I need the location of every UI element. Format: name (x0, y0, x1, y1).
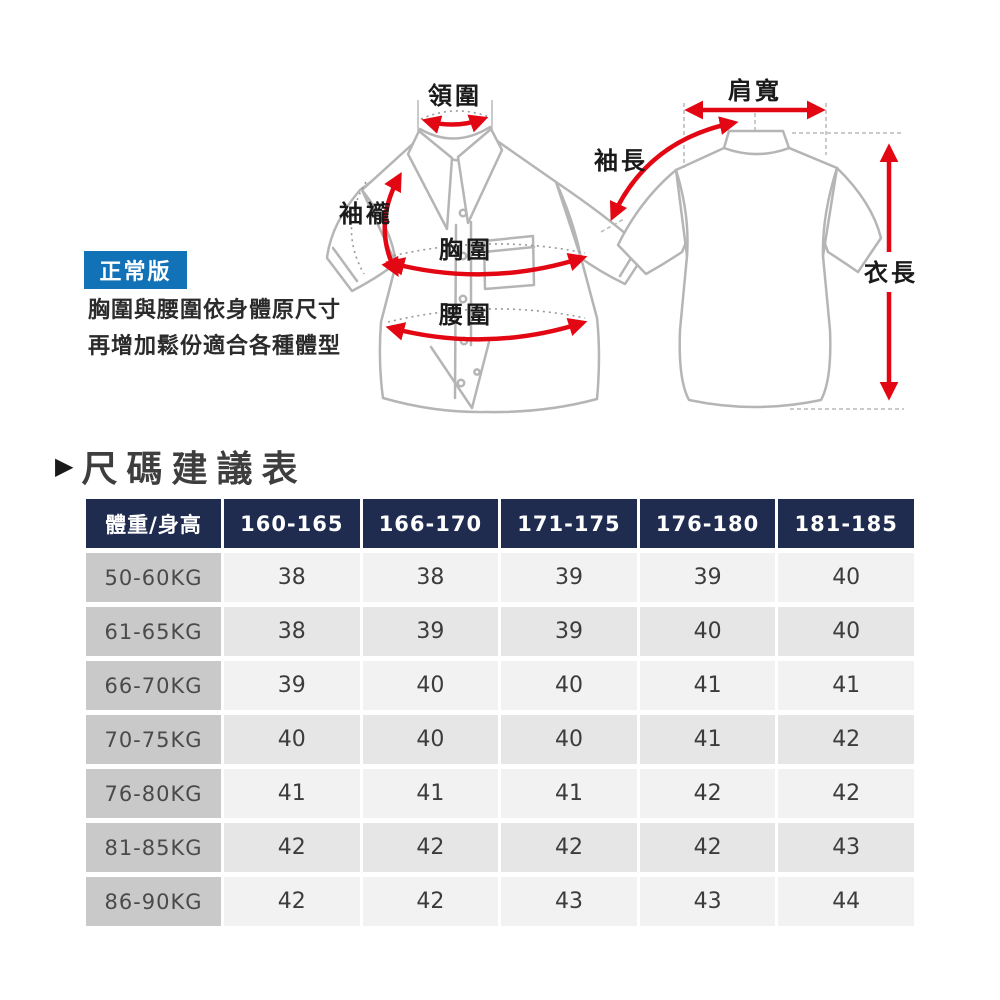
table-header-row: 體重/身高 160-165 166-170 171-175 176-180 18… (86, 499, 914, 548)
armhole-dotted-arc (350, 181, 367, 275)
size-cell: 40 (778, 607, 914, 656)
front-collar-left (406, 129, 454, 231)
header-weight-height: 體重/身高 (86, 499, 221, 548)
row-label: 70-75KG (86, 715, 221, 764)
size-cell: 39 (224, 661, 360, 710)
waist-dotted-arc (387, 308, 586, 323)
size-chart-title: ▶ 尺碼建議表 (55, 440, 306, 492)
guide-lines (417, 100, 904, 410)
table-row: 70-75KG 40 40 40 41 42 (86, 715, 914, 764)
size-cell: 41 (639, 661, 776, 710)
front-hem-flap (429, 340, 491, 410)
size-cell: 40 (639, 607, 776, 656)
collar-label: 領圍 (428, 82, 482, 110)
fit-note-line-1: 胸圍與腰圍依身體原尺寸 (88, 297, 342, 322)
size-cell: 42 (501, 823, 637, 872)
size-cell: 38 (224, 607, 360, 656)
shirt-measurement-diagram: 領圍 肩寬 袖長 袖襱 胸圍 腰圍 衣長 (325, 77, 918, 414)
back-right-armhole-seam (821, 166, 839, 258)
table-row: 81-85KG 42 42 42 42 43 (86, 823, 914, 872)
chest-label: 胸圍 (439, 237, 493, 264)
header-height-range: 176-180 (639, 499, 776, 548)
sleeve-length-arrow (609, 116, 739, 222)
size-cell: 42 (224, 823, 360, 872)
size-cell: 39 (639, 553, 776, 602)
size-cell: 38 (362, 553, 499, 602)
size-cell: 41 (362, 769, 499, 818)
row-label: 50-60KG (86, 553, 221, 602)
armhole-label: 袖襱 (339, 200, 393, 228)
front-pocket-flap-line (482, 245, 536, 254)
size-recommendation-table: 體重/身高 160-165 166-170 171-175 176-180 18… (83, 494, 917, 931)
chest-dotted-arc (387, 243, 586, 258)
sleeve-end-guide (600, 218, 625, 233)
triangle-bullet-icon: ▶ (55, 452, 74, 480)
waist-label: 腰圍 (438, 302, 493, 329)
size-cell: 42 (778, 769, 914, 818)
waist-arrow (385, 317, 588, 342)
size-cell: 38 (224, 553, 360, 602)
size-cell: 43 (639, 877, 776, 926)
row-label: 66-70KG (86, 661, 221, 710)
fit-version-tag: 正常版 (84, 251, 187, 289)
size-cell: 42 (362, 823, 499, 872)
size-cell: 42 (362, 877, 499, 926)
table-row: 86-90KG 42 42 43 43 44 (86, 877, 914, 926)
size-cell: 40 (362, 715, 499, 764)
row-label: 76-80KG (86, 769, 221, 818)
size-cell: 42 (639, 769, 776, 818)
shoulder-width-label: 肩寬 (728, 77, 782, 105)
size-cell: 40 (501, 661, 637, 710)
back-collar-stand (722, 129, 791, 156)
size-cell: 43 (778, 823, 914, 872)
size-cell: 41 (778, 661, 914, 710)
table-row: 50-60KG 38 38 39 39 40 (86, 553, 914, 602)
size-cell: 40 (501, 715, 637, 764)
header-height-range: 160-165 (224, 499, 360, 548)
size-cell: 40 (362, 661, 499, 710)
header-height-range: 171-175 (501, 499, 637, 548)
chest-arrow (385, 252, 588, 277)
size-cell: 40 (778, 553, 914, 602)
size-cell: 42 (639, 823, 776, 872)
size-cell: 39 (362, 607, 499, 656)
back-shirt-drawing (616, 129, 883, 409)
size-cell: 39 (501, 553, 637, 602)
fit-note-line-2: 再增加鬆份適合各種體型 (88, 333, 342, 358)
body-length-label: 衣長 (864, 259, 918, 287)
row-label: 86-90KG (86, 877, 221, 926)
fit-note: 胸圍與腰圍依身體原尺寸 再增加鬆份適合各種體型 (88, 292, 368, 364)
red-measure-arrows (381, 100, 899, 401)
size-cell: 41 (501, 769, 637, 818)
size-cell: 40 (224, 715, 360, 764)
size-cell: 42 (224, 877, 360, 926)
front-left-cuff-line (331, 246, 359, 283)
back-body (674, 146, 839, 409)
size-cell: 41 (224, 769, 360, 818)
size-cell: 39 (501, 607, 637, 656)
table-row: 76-80KG 41 41 41 42 42 (86, 769, 914, 818)
size-cell: 42 (778, 715, 914, 764)
table-row: 61-65KG 38 39 39 40 40 (86, 607, 914, 656)
size-chart-title-text: 尺碼建議表 (81, 449, 307, 489)
front-collar-right (456, 127, 504, 225)
collar-dotted-arc (420, 110, 490, 120)
collar-arrow (421, 114, 489, 134)
table-row: 66-70KG 39 40 40 41 41 (86, 661, 914, 710)
size-cell: 44 (778, 877, 914, 926)
header-height-range: 181-185 (778, 499, 914, 548)
sleeve-length-label: 袖長 (594, 147, 648, 175)
row-label: 61-65KG (86, 607, 221, 656)
header-height-range: 166-170 (362, 499, 499, 548)
size-cell: 43 (501, 877, 637, 926)
row-label: 81-85KG (86, 823, 221, 872)
size-cell: 41 (639, 715, 776, 764)
